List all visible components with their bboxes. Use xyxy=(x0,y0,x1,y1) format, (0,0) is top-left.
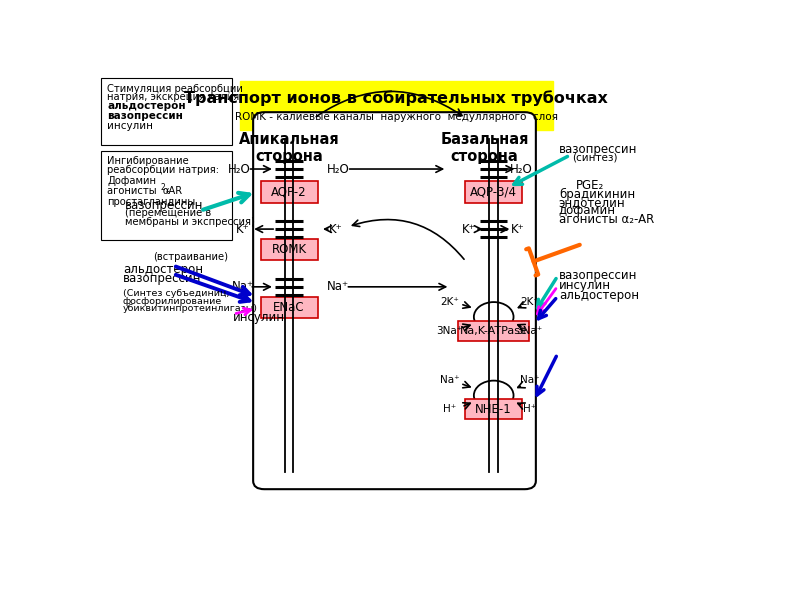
Text: -AR: -AR xyxy=(166,185,183,196)
Text: мембраны и экспрессия): мембраны и экспрессия) xyxy=(125,217,254,227)
Text: вазопрессин: вазопрессин xyxy=(125,199,203,212)
Text: (встраивание): (встраивание) xyxy=(153,252,228,262)
Text: H₂O: H₂O xyxy=(228,163,251,176)
Text: убиквитинпротеинлигазы): убиквитинпротеинлигазы) xyxy=(123,304,258,313)
Text: 3Na⁺: 3Na⁺ xyxy=(437,326,463,336)
Text: альдостерон: альдостерон xyxy=(558,289,638,302)
FancyBboxPatch shape xyxy=(261,239,318,260)
Text: эндотелин: эндотелин xyxy=(558,196,626,209)
Text: H⁺: H⁺ xyxy=(523,404,536,414)
Text: агонисты  α: агонисты α xyxy=(107,185,170,196)
Text: 2K⁺: 2K⁺ xyxy=(520,296,539,307)
Text: натрия, экскреция калия:: натрия, экскреция калия: xyxy=(107,92,243,102)
Text: дофамин: дофамин xyxy=(558,204,616,217)
Text: 2K⁺: 2K⁺ xyxy=(440,296,459,307)
Text: 3Na⁺: 3Na⁺ xyxy=(517,326,542,336)
Text: K⁺: K⁺ xyxy=(510,223,524,236)
Text: AQP-3/4: AQP-3/4 xyxy=(470,185,518,199)
Text: Апикальная
сторона: Апикальная сторона xyxy=(238,132,339,164)
Text: вазопрессин: вазопрессин xyxy=(107,111,183,121)
Text: Базальная
сторона: Базальная сторона xyxy=(440,132,529,164)
FancyBboxPatch shape xyxy=(253,112,536,489)
Text: Стимуляция реабсорбции: Стимуляция реабсорбции xyxy=(107,83,243,94)
Text: Na⁺: Na⁺ xyxy=(326,280,349,293)
Text: NHE-1: NHE-1 xyxy=(475,403,512,416)
Text: Ингибирование: Ингибирование xyxy=(107,156,189,166)
Text: ROMK - калиевые каналы  наружного  медуллярного  слоя: ROMK - калиевые каналы наружного медулля… xyxy=(235,112,558,122)
Text: Транспорт ионов в собирательных трубочках: Транспорт ионов в собирательных трубочка… xyxy=(185,91,608,106)
Text: H₂O: H₂O xyxy=(510,163,533,176)
Text: H₂O: H₂O xyxy=(327,163,350,176)
FancyBboxPatch shape xyxy=(239,81,554,130)
Text: брадикинин: брадикинин xyxy=(558,187,635,200)
Text: реабсорбции натрия:: реабсорбции натрия: xyxy=(107,166,219,175)
Text: вазопрессин: вазопрессин xyxy=(558,143,637,156)
Text: K⁺: K⁺ xyxy=(462,223,475,236)
Text: простагландины: простагландины xyxy=(107,197,196,207)
FancyBboxPatch shape xyxy=(102,77,232,145)
Text: вазопрессин: вазопрессин xyxy=(123,272,202,284)
Text: агонисты α₂-AR: агонисты α₂-AR xyxy=(558,214,654,226)
Text: инсулин: инсулин xyxy=(107,121,154,131)
FancyBboxPatch shape xyxy=(465,399,522,419)
Text: Na⁺: Na⁺ xyxy=(520,375,539,385)
Text: ENaC: ENaC xyxy=(274,301,305,314)
Text: (перемещение в: (перемещение в xyxy=(125,208,211,218)
Text: инсулин: инсулин xyxy=(558,279,611,292)
Text: альдостерон: альдостерон xyxy=(123,263,203,276)
Text: Дофамин: Дофамин xyxy=(107,175,157,185)
Text: AQP-2: AQP-2 xyxy=(271,185,307,199)
Text: инсулин: инсулин xyxy=(234,311,286,324)
Text: (синтез): (синтез) xyxy=(573,153,618,163)
Text: K⁺: K⁺ xyxy=(236,223,250,236)
Text: K⁺: K⁺ xyxy=(329,223,342,236)
Text: ROMK: ROMK xyxy=(271,244,306,256)
FancyBboxPatch shape xyxy=(261,181,318,203)
FancyBboxPatch shape xyxy=(102,151,232,240)
Text: H⁺: H⁺ xyxy=(443,404,456,414)
FancyBboxPatch shape xyxy=(261,297,318,318)
Text: 2: 2 xyxy=(161,184,166,193)
Text: PGE₂: PGE₂ xyxy=(576,179,605,191)
Text: вазопрессин: вазопрессин xyxy=(558,269,637,282)
Text: альдостерон: альдостерон xyxy=(107,101,186,111)
Text: Na⁺: Na⁺ xyxy=(440,375,459,385)
FancyBboxPatch shape xyxy=(465,181,522,203)
Text: фосфорилирование: фосфорилирование xyxy=(123,296,222,305)
Text: Na,K-ATPase: Na,K-ATPase xyxy=(460,326,528,336)
Text: Na⁺: Na⁺ xyxy=(231,280,254,293)
FancyBboxPatch shape xyxy=(458,320,530,341)
Text: (Синтез субъединиц,: (Синтез субъединиц, xyxy=(123,289,230,298)
